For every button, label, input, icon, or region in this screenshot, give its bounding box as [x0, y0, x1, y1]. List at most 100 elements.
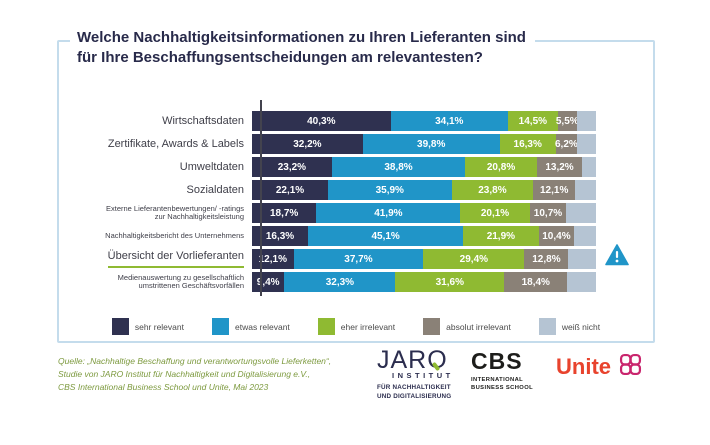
bar-segment-etwas-relevant: 37,7% [293, 249, 424, 269]
jaro-logo: JARO INSTITUT FÜR NACHHALTIGKEIT UND DIG… [377, 347, 454, 401]
bar-segment-wei-nicht [582, 157, 596, 177]
bar-segment-sehr-relevant: 40,3% [252, 111, 391, 131]
bar-segment-eher-irrelevant: 23,8% [451, 180, 534, 200]
bar-segment-wei-nicht [574, 180, 596, 200]
bar-segment-eher-irrelevant: 29,4% [423, 249, 525, 269]
legend-item-absolut-irrelevant: absolut irrelevant [423, 318, 511, 335]
bar-segment-wei-nicht [574, 226, 596, 246]
bar-segment-etwas-relevant: 32,3% [284, 272, 396, 292]
bar-segment-wei-nicht [568, 249, 596, 269]
source-line: CBS International Business School und Un… [58, 382, 269, 393]
legend-item-wei-nicht: weiß nicht [538, 318, 601, 335]
legend-label: etwas relevant [234, 321, 290, 332]
unite-clover-icon [618, 352, 643, 382]
cbs-tagline: INTERNATIONAL BUSINESS SCHOOL [471, 377, 534, 392]
bar-segment-sehr-relevant: 12,1% [252, 249, 294, 269]
category-label: Externe Lieferantenbewertungen/ -ratings… [105, 203, 244, 221]
bar-segment-wei-nicht [567, 272, 596, 292]
source-line: Studie von JARO Institut für Nachhaltigk… [58, 369, 311, 380]
bar-segment-sehr-relevant: 22,1% [252, 180, 329, 200]
bar-segment-sehr-relevant: 23,2% [252, 157, 332, 177]
bar-segment-absolut-irrelevant: 6,2% [555, 134, 578, 154]
chart-title-line1: Welche Nachhaltigkeitsinformationen zu I… [77, 29, 526, 46]
bar-segment-etwas-relevant: 45,1% [308, 226, 464, 246]
bar-segment-etwas-relevant: 34,1% [390, 111, 508, 131]
cbs-wordmark: CBS [471, 348, 523, 374]
bar-segment-etwas-relevant: 41,9% [316, 203, 461, 223]
stacked-bar: 22,1% 35,9% 23,8% 12,1% [252, 180, 596, 200]
category-label: Zertifikate, Awards & Labels [107, 137, 244, 150]
bar-segment-absolut-irrelevant: 10,4% [538, 226, 575, 246]
bar-segment-absolut-irrelevant: 5,5% [556, 111, 579, 131]
legend-swatch [423, 318, 441, 335]
bar-segment-absolut-irrelevant: 12,8% [524, 249, 569, 269]
stacked-bar: 23,2% 38,8% 20,8% 13,2% [252, 157, 596, 177]
bar-segment-etwas-relevant: 35,9% [328, 180, 452, 200]
warning-icon [605, 244, 629, 266]
legend-item-sehr-relevant: sehr relevant [111, 318, 184, 335]
bar-segment-eher-irrelevant: 16,3% [499, 134, 556, 154]
bar-segment-etwas-relevant: 39,8% [362, 134, 500, 154]
bar-segment-eher-irrelevant: 14,5% [507, 111, 558, 131]
stacked-bar: 12,1% 37,7% 29,4% 12,8% [252, 249, 596, 269]
stacked-bar: 32,2% 39,8% 16,3% 6,2% [252, 134, 596, 154]
stacked-bar: 40,3% 34,1% 14,5% 5,5% [252, 111, 596, 131]
chart-row: Sozialdaten 22,1% 35,9% 23,8% 12,1% [65, 180, 596, 200]
jaro-wordmark: JARO [377, 346, 448, 374]
unite-wordmark: Unite [556, 354, 611, 379]
chart-title: Welche Nachhaltigkeitsinformationen zu I… [70, 28, 535, 70]
chart-row: Externe Lieferantenbewertungen/ -ratings… [65, 203, 596, 223]
stacked-bar: 16,3% 45,1% 21,9% 10,4% [252, 226, 596, 246]
chart-legend: sehr relevant etwas relevant eher irreleva… [59, 318, 653, 335]
jaro-institut-label: INSTITUT [392, 371, 454, 380]
bar-segment-sehr-relevant: 32,2% [252, 134, 363, 154]
bar-segment-absolut-irrelevant: 18,4% [504, 272, 568, 292]
bar-segment-sehr-relevant: 16,3% [252, 226, 309, 246]
bar-segment-eher-irrelevant: 31,6% [395, 272, 505, 292]
legend-label: weiß nicht [561, 321, 601, 332]
chart-row: Medienauswertung zu gesellschaftlich ums… [65, 272, 596, 292]
legend-swatch [538, 318, 556, 335]
category-label: Nachhaltigkeitsbericht des Unternehmens [105, 230, 244, 240]
legend-swatch [111, 318, 129, 335]
chart-row: Zertifikate, Awards & Labels 32,2% 39,8% 16… [65, 134, 596, 154]
stacked-bar: 18,7% 41,9% 20,1% 10,7% [252, 203, 596, 223]
source-line: Quelle: „Nachhaltige Beschaffung und ver… [58, 356, 332, 366]
chart-title-line2: für Ihre Beschaffungsentscheidungen am r… [77, 49, 483, 66]
bar-segment-eher-irrelevant: 21,9% [463, 226, 539, 246]
stacked-bar-chart: Wirtschaftsdaten 40,3% 34,1% 14,5% 5,5% Zerti… [65, 100, 596, 296]
legend-label: eher irrelevant [340, 321, 396, 332]
legend-label: absolut irrelevant [446, 321, 511, 332]
bar-segment-etwas-relevant: 38,8% [331, 157, 466, 177]
legend-item-eher-irrelevant: eher irrelevant [317, 318, 396, 335]
chart-row: Umweltdaten 23,2% 38,8% 20,8% 13,2% [65, 157, 596, 177]
stacked-bar: 9,4% 32,3% 31,6% 18,4% [252, 272, 596, 292]
legend-item-etwas-relevant: etwas relevant [211, 318, 290, 335]
bar-segment-eher-irrelevant: 20,8% [465, 157, 537, 177]
chart-card: Welche Nachhaltigkeitsinformationen zu I… [57, 28, 655, 343]
chart-row: Wirtschaftsdaten 40,3% 34,1% 14,5% 5,5% [65, 111, 596, 131]
category-label: Wirtschaftsdaten [162, 114, 244, 127]
bar-segment-eher-irrelevant: 20,1% [460, 203, 530, 223]
y-axis-line [260, 100, 262, 296]
legend-swatch [211, 318, 229, 335]
bar-segment-absolut-irrelevant: 12,1% [533, 180, 575, 200]
source-text: Quelle: „Nachhaltige Beschaffung und ver… [58, 355, 388, 395]
bar-segment-wei-nicht [566, 203, 596, 223]
cbs-logo: CBS INTERNATIONAL BUSINESS SCHOOL [471, 349, 533, 392]
category-label: Übersicht der Vorlieferanten [65, 250, 252, 268]
category-label: Medienauswertung zu gesellschaftlich ums… [117, 272, 244, 290]
bar-segment-sehr-relevant: 9,4% [252, 272, 285, 292]
category-label: Sozialdaten [186, 183, 245, 196]
bar-segment-sehr-relevant: 18,7% [252, 203, 317, 223]
legend-swatch [317, 318, 335, 335]
category-label: Umweltdaten [179, 160, 244, 173]
legend-label: sehr relevant [134, 321, 184, 332]
chart-row: Nachhaltigkeitsbericht des Unternehmens 1… [65, 226, 596, 246]
bar-segment-wei-nicht [577, 134, 596, 154]
chart-row: Übersicht der Vorlieferanten 12,1% 37,7% 29… [65, 249, 596, 269]
chart-rows: Wirtschaftsdaten 40,3% 34,1% 14,5% 5,5% Zerti… [65, 111, 596, 292]
unite-logo: Unite [556, 352, 643, 382]
bar-segment-absolut-irrelevant: 10,7% [529, 203, 567, 223]
